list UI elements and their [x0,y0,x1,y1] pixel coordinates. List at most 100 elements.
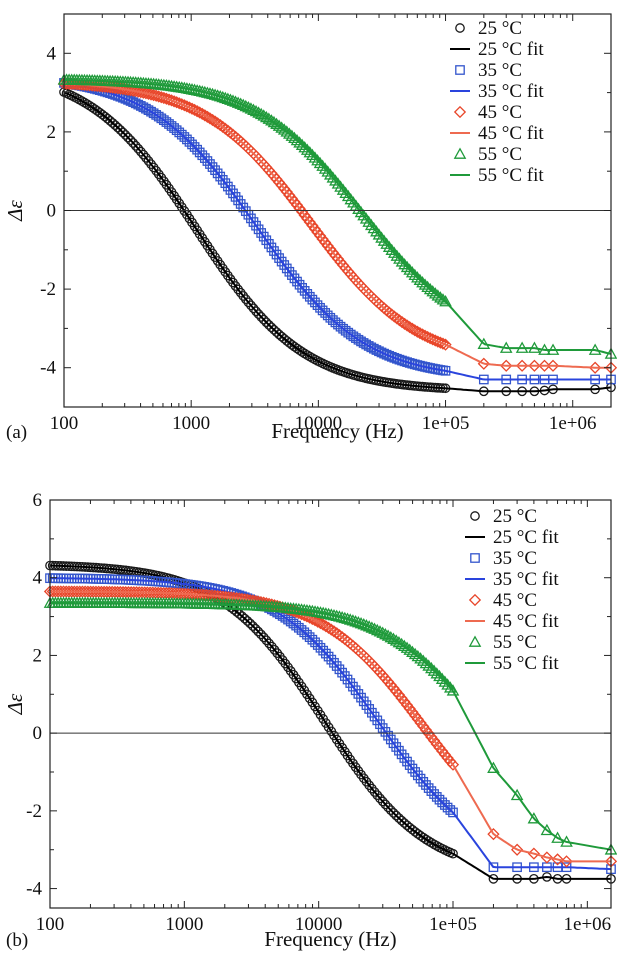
x-tick-label: 1000 [165,914,203,935]
series-35c-point [210,165,220,176]
legend-45c-label: 45 °C [478,102,522,123]
series-25c-point [238,291,249,301]
series-35c-point [310,297,320,308]
series-35c-point [182,134,192,145]
series-35c-point [381,349,392,360]
series-25c-point [256,312,267,322]
series-45c-point [116,82,130,96]
series-55c-point [303,146,317,158]
series-55c-point [427,664,441,676]
series-55c-point [403,643,417,655]
series-55c-point [295,138,309,150]
series-55c-point [423,282,437,295]
series-35c-point [192,144,203,155]
series-35c-point [386,351,397,362]
series-35c-point [148,108,159,119]
series-55c-point [400,641,414,653]
series-35c-point [445,805,456,815]
legend-25c-fit-label: 25 °C fit [493,527,559,548]
series-45c-point [211,589,224,603]
series-25c-fit-line [50,564,611,880]
series-45c-point [546,359,560,372]
legend-35c-marker [455,65,465,75]
series-25c-point [385,805,396,815]
legend-55c-label: 55 °C [478,144,522,165]
series-25c-point [396,815,407,826]
series-55c-point [331,177,345,189]
series-55c-point [395,255,409,267]
series-35c-point [187,139,197,150]
series-25c-point [240,294,251,305]
series-25c-point [239,613,250,624]
legend-55c-fit-label: 55 °C fit [478,165,544,186]
series-55c-point [408,647,422,660]
y-tick-label: 2 [33,645,43,666]
series-55c-point [385,243,399,255]
panel-a-ticks: 100 1000 10000 1e+05 1e+06 -4 -2 0 2 4 [40,13,612,434]
series-45c-point [588,361,602,374]
series-25c-point [253,309,264,319]
series-25c-point [84,100,95,111]
series-25c-point [120,130,131,140]
series-35c-point [426,786,437,796]
series-35c-point [448,807,458,818]
legend-25c-fit-label: 25 °C fit [478,39,544,60]
y-tick-label: 4 [33,568,43,589]
series-35c-point [404,358,415,368]
series-25c-point [302,350,313,360]
panel-b-label: (b) [6,930,28,951]
series-35c-point [384,350,395,361]
series-25c-point [245,618,256,629]
legend-25c-label: 25 °C [478,18,522,39]
series-35c-point [404,760,415,770]
series-55c-point [306,148,319,161]
series-35c-point [409,359,420,370]
series-55c-point [510,788,524,801]
panel-b: 100 1000 10000 1e+05 1e+06 -4 -2 0 2 4 6 25 °C25 °… [3,490,617,951]
series-55c-point [298,141,312,153]
series-35c-point [223,181,233,192]
series-35c-point [442,802,453,813]
legend-25c-marker [470,511,480,521]
series-25c-point [130,140,141,151]
series-25c-point [251,306,261,317]
series-55c-point [357,209,370,221]
series-55c-point [347,196,360,208]
series-55c-point [265,114,278,126]
series-35c-point [440,800,450,810]
series-35c-point [318,645,329,656]
series-55c-point [434,291,447,303]
series-55c-point [372,228,386,240]
series-45c-point [551,853,564,866]
x-tick-label: 10000 [295,914,343,935]
series-35c-fit-line [50,577,612,871]
legend-25c-label: 25 °C [493,506,537,527]
series-45c-point [538,359,551,372]
y-tick-label: -2 [26,801,42,822]
series-35c-point [179,132,190,142]
series-25c-point [242,616,253,626]
series-25c-point [258,314,269,325]
series-55c-point [408,268,422,280]
series-25c-point [372,790,383,801]
series-25c-point [141,152,151,163]
y-tick-label: 0 [33,723,43,744]
series-55c-point [421,280,434,293]
series-35c-point [302,289,313,299]
series-35c-point [389,352,400,363]
series-25c-point [253,626,264,637]
series-55c-point [370,225,383,237]
legend-45c-label: 45 °C [493,590,537,611]
legend-25c-marker [455,23,465,33]
series-35c-point [431,792,442,802]
series-55c-point [280,125,294,137]
series-35c-point [312,640,323,650]
legend-35c-label: 35 °C [493,548,537,569]
legend-55c-fit-label: 55 °C fit [493,653,559,674]
series-35c-point [184,137,195,147]
series-35c-fit-line [63,81,611,381]
series-55c-point [359,212,373,224]
series-55c-point [285,129,299,141]
series-35c-point [287,270,297,280]
